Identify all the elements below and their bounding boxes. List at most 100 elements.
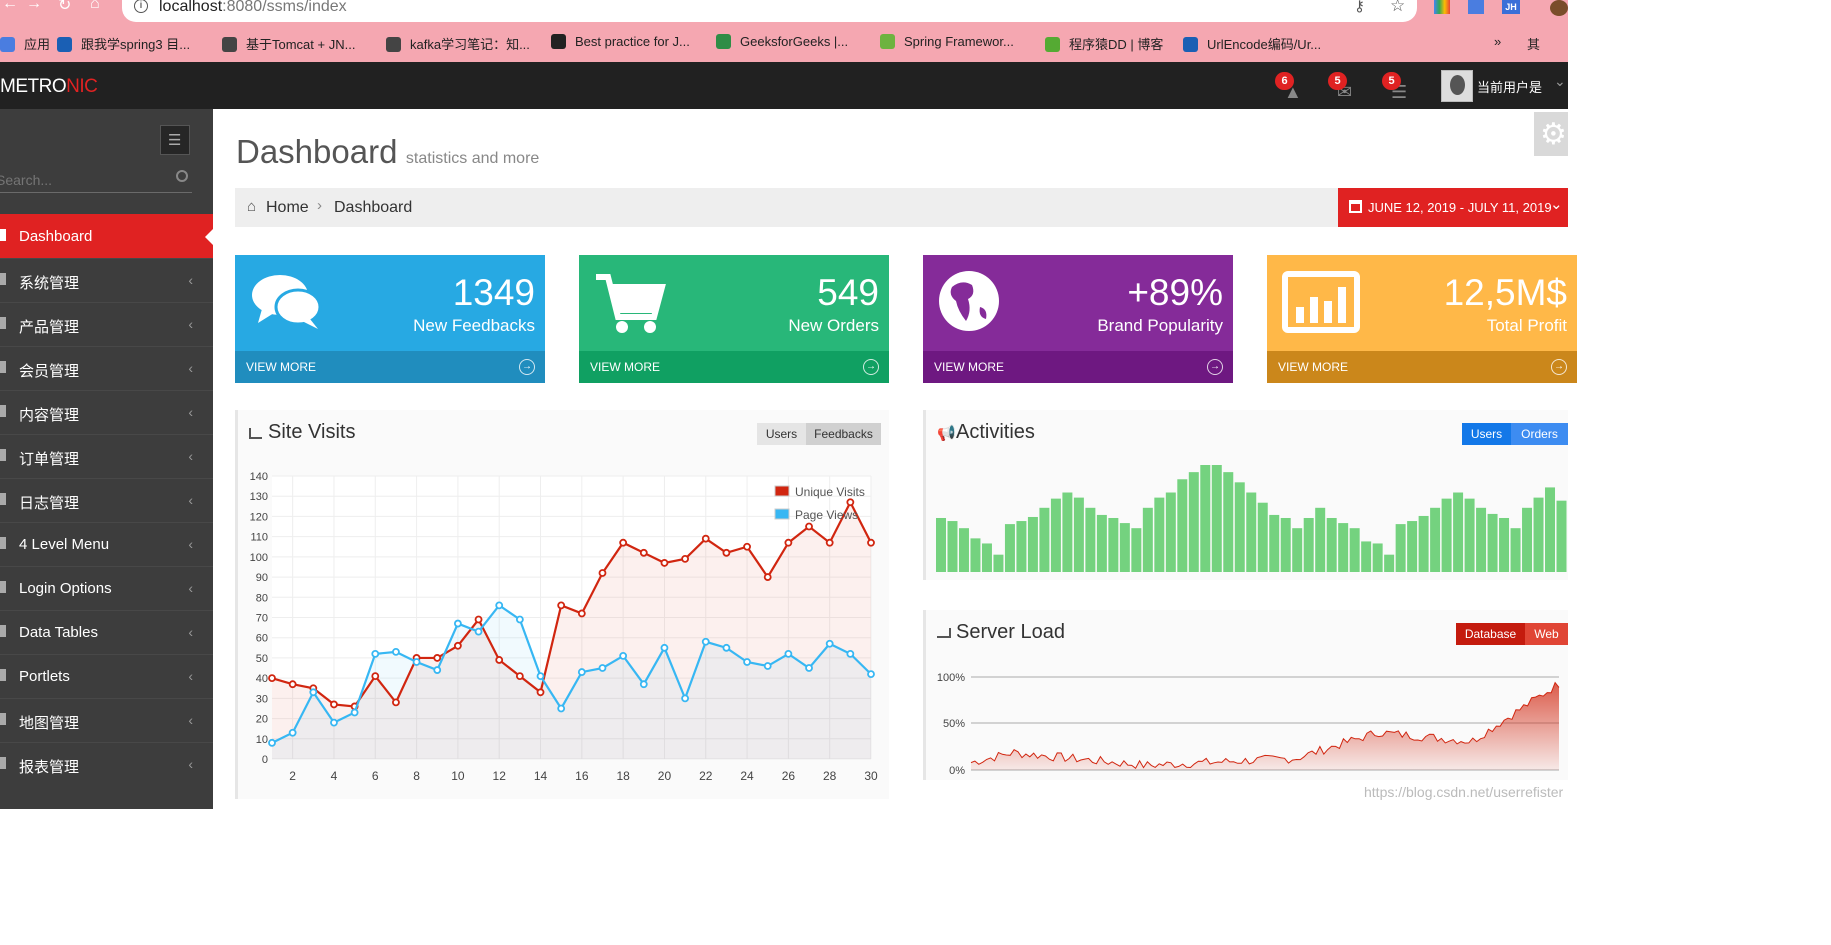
y-tick-label: 50 bbox=[256, 653, 268, 665]
page-subtitle: statistics and more bbox=[405, 150, 540, 167]
view-more-link[interactable]: VIEW MORE → bbox=[923, 351, 1233, 383]
search-icon[interactable] bbox=[176, 170, 188, 182]
chevron-left-icon: ‹ bbox=[188, 756, 193, 772]
bookmark-item[interactable]: GeeksforGeeks |... bbox=[716, 34, 848, 49]
activity-bar bbox=[1395, 524, 1406, 572]
x-tick-label: 12 bbox=[493, 769, 507, 783]
key-icon[interactable]: ⚷ bbox=[1354, 0, 1365, 15]
bookmark-item[interactable]: kafka学习笔记：知... bbox=[386, 34, 530, 53]
address-bar[interactable]: i localhost:8080/ssms/index ⚷ ☆ bbox=[122, 0, 1417, 22]
tab-web[interactable]: Web bbox=[1525, 623, 1568, 645]
date-range-picker[interactable]: JUNE 12, 2019 - JULY 11, 2019 ⌄ bbox=[1338, 188, 1568, 227]
activity-bar bbox=[1315, 507, 1326, 572]
view-more-link[interactable]: VIEW MORE → bbox=[1267, 351, 1577, 383]
bookmark-item[interactable]: 应用 bbox=[0, 34, 50, 53]
sidebar-item[interactable]: 会员管理 ‹ bbox=[0, 346, 213, 390]
view-more-link[interactable]: VIEW MORE → bbox=[235, 351, 545, 383]
x-tick-label: 10 bbox=[451, 769, 465, 783]
breadcrumb-home[interactable]: Home bbox=[266, 199, 309, 216]
chevron-left-icon: ‹ bbox=[188, 448, 193, 464]
sidebar-search[interactable] bbox=[0, 169, 192, 193]
sidebar-item[interactable]: 系统管理 ‹ bbox=[0, 258, 213, 302]
activity-bar bbox=[1211, 465, 1222, 572]
sidebar-item[interactable]: 报表管理 ‹ bbox=[0, 742, 213, 786]
tab-feedbacks[interactable]: Feedbacks bbox=[806, 423, 881, 445]
x-tick-label: 4 bbox=[331, 769, 338, 783]
sidebar-item[interactable]: Data Tables ‹ bbox=[0, 610, 213, 654]
data-point bbox=[763, 573, 772, 581]
settings-toggle[interactable]: ⚙ bbox=[1534, 112, 1568, 156]
sidebar-item-label: 产品管理 bbox=[19, 319, 80, 336]
home-icon[interactable]: ⌂ bbox=[90, 0, 100, 12]
star-icon[interactable]: ☆ bbox=[1390, 0, 1406, 15]
bookmark-item[interactable]: Best practice for J... bbox=[551, 34, 690, 49]
sidebar-item[interactable]: 产品管理 ‹ bbox=[0, 302, 213, 346]
brand-logo[interactable]: METRONIC bbox=[0, 76, 98, 98]
y-tick-label: 10 bbox=[256, 734, 268, 746]
data-point bbox=[309, 688, 318, 697]
load-line bbox=[970, 681, 1560, 770]
data-point bbox=[474, 627, 483, 636]
bookmark-label: Best practice for J... bbox=[575, 34, 690, 49]
y-tick-label: 60 bbox=[256, 633, 268, 645]
activity-bar bbox=[1487, 513, 1498, 572]
y-tick-label: 100% bbox=[937, 672, 965, 684]
activity-bar bbox=[1338, 523, 1349, 572]
bookmark-item[interactable]: » bbox=[1494, 34, 1501, 49]
x-tick-label: 6 bbox=[372, 769, 379, 783]
y-tick-label: 130 bbox=[250, 491, 268, 503]
activity-bar bbox=[1361, 541, 1372, 572]
menu-item-icon bbox=[0, 625, 6, 637]
sidebar-item[interactable]: 地图管理 ‹ bbox=[0, 698, 213, 742]
profile-icon[interactable] bbox=[1550, 0, 1568, 16]
tab-database[interactable]: Database bbox=[1456, 623, 1525, 645]
sidebar-item[interactable]: Portlets ‹ bbox=[0, 654, 213, 698]
stat-number: 1349 bbox=[452, 272, 535, 313]
translate-icon[interactable] bbox=[1468, 0, 1484, 14]
cart-icon bbox=[594, 271, 666, 335]
data-point bbox=[495, 601, 504, 610]
bookmark-item[interactable]: 其 bbox=[1527, 34, 1540, 53]
extension-color-icon[interactable] bbox=[1434, 0, 1450, 14]
bookmark-item[interactable]: 基于Tomcat + JN... bbox=[222, 34, 355, 53]
sidebar-item[interactable]: Dashboard bbox=[0, 214, 214, 258]
menu-item-icon bbox=[0, 229, 6, 241]
username: 当前用户是 bbox=[1477, 80, 1543, 95]
y-tick-label: 100 bbox=[250, 552, 268, 564]
jh-extension-icon[interactable]: JH bbox=[1502, 0, 1520, 14]
stat-label: New Feedbacks bbox=[413, 316, 535, 335]
data-point bbox=[805, 522, 813, 531]
back-icon[interactable]: ← bbox=[2, 0, 18, 12]
search-input[interactable] bbox=[0, 169, 166, 191]
forward-icon[interactable]: → bbox=[26, 0, 42, 12]
activity-bar bbox=[958, 528, 969, 572]
bookmark-item[interactable]: Spring Framewor... bbox=[880, 34, 1014, 49]
bookmark-icon bbox=[222, 37, 237, 52]
bookmark-icon bbox=[0, 37, 15, 52]
tab-users[interactable]: Users bbox=[757, 423, 806, 445]
view-more-link[interactable]: VIEW MORE → bbox=[579, 351, 889, 383]
data-point bbox=[701, 534, 710, 543]
bookmark-item[interactable]: 程序猿DD | 博客 bbox=[1045, 34, 1163, 53]
site-visits-portlet: Site Visits Users Feedbacks 0 10 20 30 40 50 6… bbox=[235, 410, 889, 799]
arrow-circle-right-icon: → bbox=[519, 359, 535, 375]
bookmark-item[interactable]: 跟我学spring3 目... bbox=[57, 34, 190, 53]
sidebar-toggle[interactable]: ☰ bbox=[160, 125, 190, 155]
tab-orders[interactable]: Orders bbox=[1511, 423, 1568, 445]
bookmark-item[interactable]: UrlEncode编码/Ur... bbox=[1183, 34, 1321, 53]
info-icon[interactable]: i bbox=[134, 0, 148, 13]
sidebar-item[interactable]: Login Options ‹ bbox=[0, 566, 213, 610]
menu-item-icon bbox=[0, 713, 6, 725]
tab-users[interactable]: Users bbox=[1462, 423, 1511, 445]
data-point bbox=[495, 656, 504, 664]
sidebar-item-label: Portlets bbox=[19, 668, 70, 685]
stat-card: 12,5M$ Total Profit VIEW MORE → bbox=[1267, 255, 1577, 383]
sidebar-item[interactable]: 订单管理 ‹ bbox=[0, 434, 213, 478]
sidebar-item[interactable]: 内容管理 ‹ bbox=[0, 390, 213, 434]
sidebar-item[interactable]: 4 Level Menu ‹ bbox=[0, 522, 213, 566]
data-point bbox=[433, 654, 442, 662]
reload-icon[interactable]: ↻ bbox=[58, 0, 72, 14]
sidebar-item[interactable]: 日志管理 ‹ bbox=[0, 478, 213, 522]
avatar bbox=[1441, 70, 1473, 102]
series-line bbox=[271, 603, 872, 744]
